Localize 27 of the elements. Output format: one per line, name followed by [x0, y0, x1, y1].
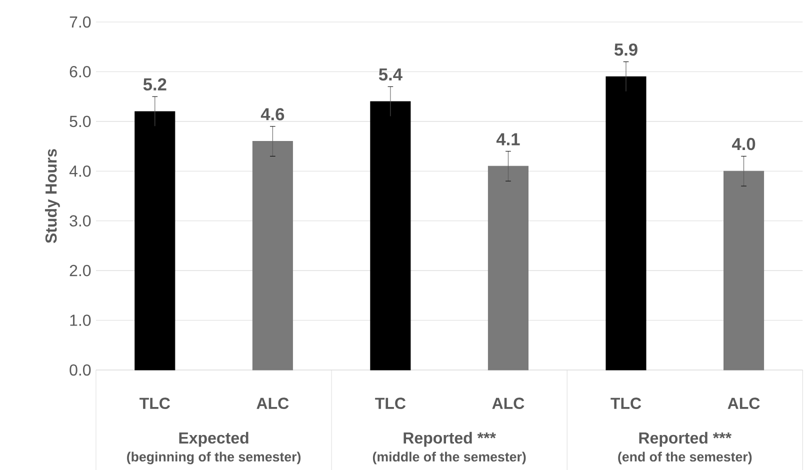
- text: (end of the semester): [618, 452, 752, 464]
- x-tick-label: ALC: [728, 398, 760, 409]
- x-tick-label: ALC: [256, 398, 289, 409]
- y-tick-label: 2.0: [70, 264, 91, 276]
- y-tick-label: 0.0: [70, 364, 91, 376]
- x-tick-label: TLC: [375, 398, 406, 409]
- data-label: 5.2: [143, 78, 166, 91]
- data-label: 4.1: [496, 133, 520, 146]
- y-tick-label: 7.0: [70, 16, 91, 28]
- y-tick-label: 1.0: [70, 314, 91, 326]
- data-label: 4.0: [732, 138, 756, 150]
- data-label: 4.6: [260, 108, 284, 120]
- y-axis-title: Study Hours: [44, 149, 60, 244]
- y-tick-label: 3.0: [70, 215, 91, 227]
- x-tick-label: ALC: [492, 398, 524, 409]
- text: Expected: [179, 432, 248, 447]
- text: Reported ***: [639, 432, 732, 447]
- y-tick-label: 6.0: [70, 66, 91, 78]
- x-tick-label: TLC: [140, 398, 170, 409]
- data-label: 5.9: [614, 43, 638, 56]
- data-label: 5.4: [378, 68, 402, 81]
- text: (beginning of the semester): [127, 452, 301, 464]
- text: (middle of the semester): [372, 452, 526, 464]
- y-tick-label: 4.0: [69, 165, 91, 177]
- y-tick-label: 5.0: [70, 116, 91, 128]
- x-tick-label: TLC: [610, 398, 642, 409]
- text: Reported ***: [404, 432, 496, 447]
